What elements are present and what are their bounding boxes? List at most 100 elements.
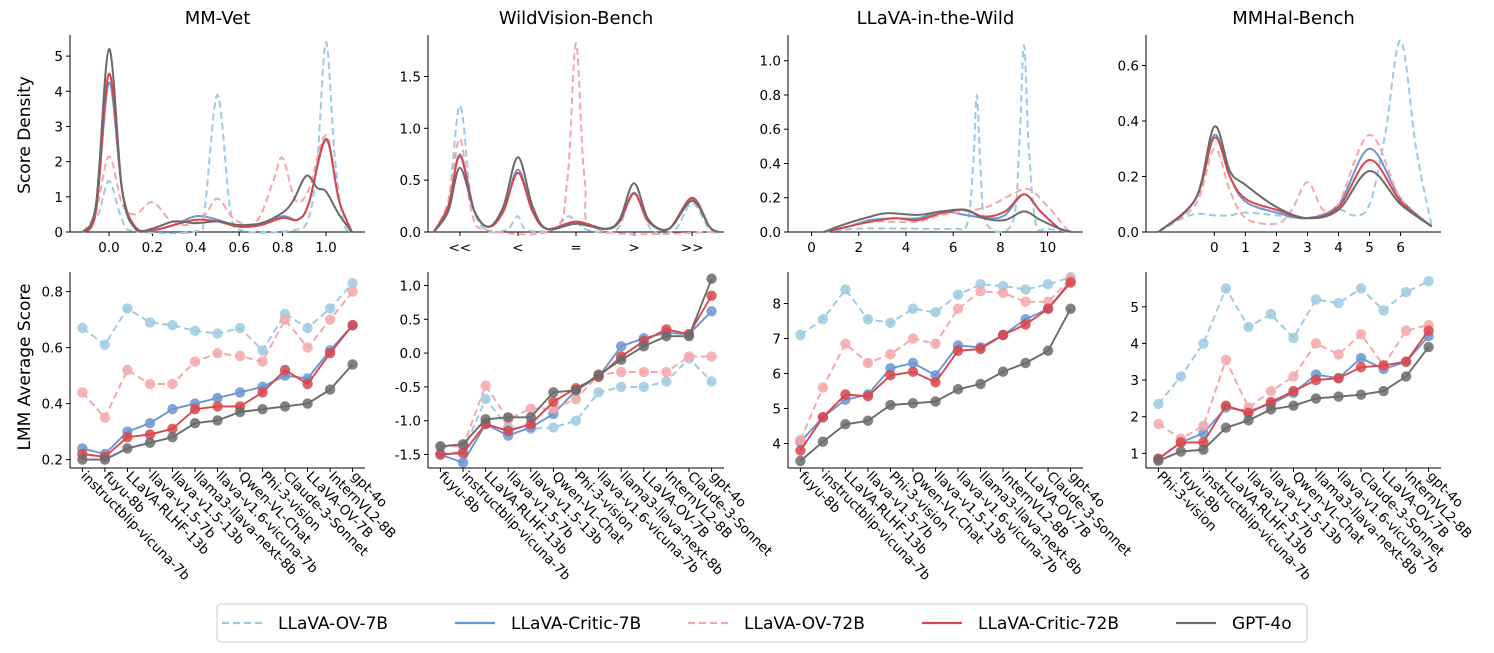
data-point-cr72	[1198, 437, 1209, 448]
data-point-ov7	[885, 317, 896, 328]
data-point-ov72	[324, 314, 336, 325]
data-point-gpt	[234, 406, 246, 418]
series-gpt	[795, 303, 1076, 467]
y-tick-label: 0.2	[760, 191, 781, 207]
data-point-ov7	[302, 322, 313, 334]
data-point-ov72	[257, 356, 268, 367]
data-point-gpt	[1333, 391, 1344, 402]
data-point-ov72	[570, 393, 582, 405]
data-point-cr72	[1265, 396, 1277, 408]
data-point-gpt	[1355, 389, 1367, 400]
y-tick-label: 0.4	[760, 156, 781, 172]
x-tick-label: <<	[449, 240, 472, 256]
data-point-cr72	[1310, 374, 1322, 386]
data-point-ov72	[234, 350, 246, 362]
data-point-cr72	[1288, 385, 1299, 397]
data-point-ov72	[480, 380, 491, 391]
data-point-ov72	[122, 364, 133, 376]
data-point-gpt	[952, 384, 964, 395]
data-point-ov7	[1400, 286, 1412, 298]
data-point-gpt	[189, 418, 201, 429]
y-tick-label: 0.6	[42, 341, 63, 357]
data-point-ov72	[840, 338, 851, 349]
y-tick-label: 2	[54, 155, 63, 171]
data-point-cr72	[503, 425, 514, 437]
data-point-ov7	[1423, 275, 1434, 287]
y-tick-label: 3	[54, 119, 63, 135]
data-point-cr72	[840, 389, 851, 400]
data-point-ov72	[1333, 349, 1344, 360]
y-tick-label: 1.0	[400, 279, 421, 295]
series-ov72	[1157, 133, 1433, 233]
avg-y-axis-label: LMM Average Score	[15, 283, 35, 450]
data-point-cr72	[548, 396, 559, 407]
y-tick-label: 0.6	[1118, 59, 1139, 75]
data-point-ov72	[167, 378, 178, 390]
density-y-axis-label: Score Density	[15, 76, 35, 194]
data-point-gpt	[997, 366, 1009, 377]
data-point-gpt	[279, 401, 291, 412]
data-point-ov7	[99, 339, 111, 350]
data-point-ov7	[615, 381, 627, 393]
data-point-cr72	[1175, 437, 1187, 448]
series-line-cr72	[1157, 136, 1433, 233]
x-tick-label: 10	[1039, 240, 1056, 256]
legend: LLaVA-OV-7B LLaVA-Critic-7B LLaVA-OV-72B LL…	[216, 603, 1308, 643]
data-point-cr72	[144, 429, 156, 440]
data-point-ov7	[122, 303, 133, 314]
data-point-gpt	[1288, 400, 1299, 411]
data-point-cr72	[1423, 325, 1434, 336]
series-ov7	[435, 353, 717, 460]
data-point-ov72	[1153, 418, 1164, 430]
data-point-ov72	[975, 286, 986, 297]
y-tick-label: 4	[1130, 336, 1139, 352]
data-point-ov72	[212, 348, 223, 359]
data-point-cr7	[1198, 427, 1209, 439]
data-point-gpt	[862, 415, 874, 426]
series-ov7	[795, 272, 1076, 341]
series-gpt	[823, 208, 1072, 233]
series-gpt	[82, 48, 353, 233]
series-line-gpt	[1157, 125, 1433, 233]
series-cr72	[795, 277, 1076, 456]
series-line-gpt	[82, 48, 353, 233]
x-tick-label: 2	[1272, 240, 1281, 256]
y-tick-label: 0.8	[42, 285, 63, 301]
series-ov7	[77, 278, 358, 356]
data-point-gpt	[930, 396, 941, 407]
x-tick-label: 4	[902, 240, 911, 256]
y-tick-label: 0	[54, 225, 63, 241]
data-point-ov7	[840, 284, 851, 295]
series-ov7	[82, 40, 353, 235]
series-line-cr72	[440, 295, 713, 456]
x-tick-label: =	[570, 240, 581, 256]
y-tick-label: 5	[54, 49, 63, 65]
y-tick-label: 5	[1130, 300, 1139, 316]
data-point-gpt	[503, 412, 514, 423]
y-tick-label: -0.5	[395, 380, 421, 396]
data-point-gpt	[144, 437, 156, 448]
data-point-ov72	[99, 412, 111, 423]
data-point-cr72	[1355, 362, 1367, 373]
data-point-ov7	[1175, 371, 1187, 382]
legend-label: LLaVA-OV-72B	[744, 614, 865, 634]
y-tick-label: 2	[1130, 410, 1139, 426]
y-tick-label: 1	[1130, 446, 1139, 462]
x-tick-label: <	[512, 240, 523, 256]
series-gpt	[432, 156, 719, 233]
data-point-gpt	[1265, 404, 1277, 415]
x-tick-label: 3	[1303, 240, 1312, 256]
data-point-gpt	[212, 415, 223, 426]
data-point-gpt	[615, 354, 627, 366]
data-point-ov72	[525, 403, 537, 414]
data-point-gpt	[795, 455, 806, 467]
data-point-gpt	[548, 387, 559, 398]
data-point-ov72	[817, 382, 829, 393]
data-point-cr72	[167, 423, 178, 434]
data-point-gpt	[1220, 422, 1232, 433]
y-tick-label: 1.0	[760, 54, 781, 70]
data-point-ov72	[144, 378, 156, 390]
y-tick-label: 4	[772, 437, 781, 453]
average-panel-2: -1.5-1.0-0.50.00.51.0fuyu-8binstructblip…	[395, 272, 775, 584]
density-panel-1: MM-Vet 0 1 2 3 4 5 0.0 0.2 0.4 0.6 0.8 1.0	[54, 8, 365, 256]
